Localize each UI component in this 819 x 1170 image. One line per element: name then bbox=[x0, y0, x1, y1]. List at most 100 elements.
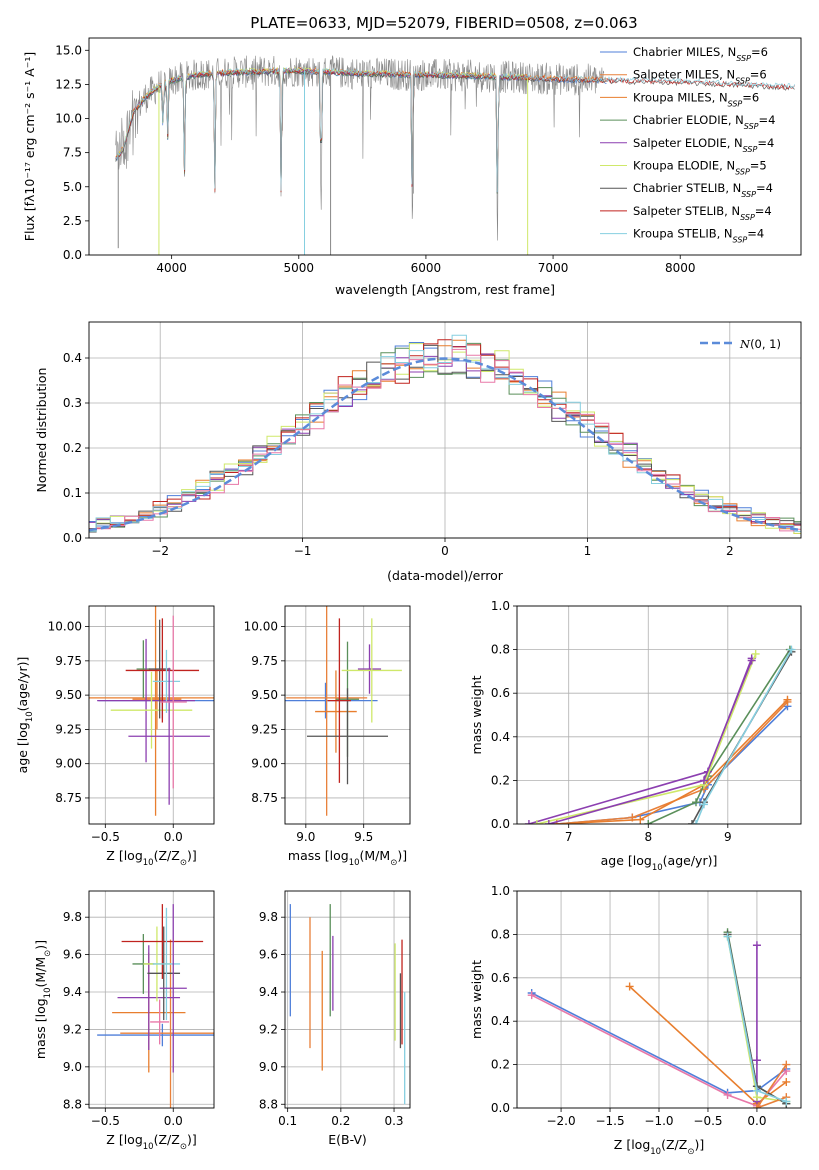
legend-label: Salpeter ELODIE, NSSP=4 bbox=[633, 136, 774, 154]
axes-frame bbox=[516, 890, 802, 1109]
label-part: log bbox=[124, 848, 143, 863]
y-tick-label: 10.00 bbox=[48, 620, 82, 634]
label-part: age [ bbox=[15, 741, 30, 773]
label-part: )] bbox=[187, 1132, 197, 1147]
legend-label: Chabrier MILES, NSSP=6 bbox=[633, 45, 768, 63]
error-bars bbox=[97, 904, 214, 1108]
mass-weight-point-marker bbox=[644, 820, 653, 824]
x-tick-label: 2 bbox=[726, 544, 734, 558]
x-tick-label: −0.5 bbox=[693, 1114, 722, 1128]
legend-label-part: Kroupa ELODIE, N bbox=[633, 159, 735, 173]
y-tick-label: 0.0 bbox=[491, 1101, 510, 1115]
y-tick-label: 2.5 bbox=[63, 214, 82, 228]
label-part: )] bbox=[397, 848, 407, 863]
legend-label-part: Chabrier MILES, N bbox=[633, 45, 736, 59]
label-part: (age/yr)] bbox=[15, 657, 30, 712]
mass-weight-point-marker bbox=[691, 798, 700, 807]
residual-histogram-line bbox=[89, 343, 801, 534]
y-tick-label: 9.50 bbox=[251, 688, 278, 702]
y-tick-label: 0.6 bbox=[491, 686, 510, 700]
y-tick-label: 0.4 bbox=[491, 1014, 510, 1028]
age-vs-mass-panel: 9.0 9.5 8.75 9.00 9.25 9.50 9.75 10.00 mass [log… bbox=[244, 605, 411, 868]
label-subscript: 10 bbox=[143, 1142, 154, 1152]
mass-weight-series-line bbox=[531, 992, 787, 1094]
label-part: (Z/Z bbox=[154, 848, 180, 863]
mass-weight-point-marker bbox=[751, 649, 760, 658]
y-tick-label: 0.8 bbox=[491, 927, 510, 941]
y-tick-label: 9.0 bbox=[63, 1060, 82, 1074]
label-subscript: ⊙ bbox=[687, 1147, 694, 1157]
label-subscript: ⊙ bbox=[180, 1142, 187, 1152]
residuals-x-axis-label: (data-model)/error bbox=[387, 568, 504, 583]
x-tick-label: 9.5 bbox=[354, 830, 373, 844]
x-tick-label: 0.0 bbox=[164, 1114, 183, 1128]
x-tick-label: −1 bbox=[294, 544, 312, 558]
legend-label-part: Kroupa MILES, N bbox=[633, 90, 728, 104]
y-tick-label: 0.0 bbox=[63, 531, 82, 545]
legend-label-part: Kroupa STELIB, N bbox=[633, 227, 733, 241]
mass-vs-ebv-panel: 0.1 0.2 0.3 8.8 9.0 9.2 9.4 9.6 9.8 E(B-V) bbox=[259, 890, 411, 1147]
x-tick-label: 8 bbox=[644, 830, 652, 844]
model-spectrum-line bbox=[115, 66, 795, 193]
label-part: Z [ bbox=[614, 1137, 631, 1152]
y-tick-label: 1.0 bbox=[491, 884, 510, 898]
legend-label: Chabrier STELIB, NSSP=4 bbox=[633, 181, 773, 199]
label-subscript: ⊙ bbox=[43, 950, 53, 957]
label-part: log bbox=[124, 1132, 143, 1147]
label-subscript: ⊙ bbox=[390, 858, 397, 868]
legend-label: Kroupa ELODIE, NSSP=5 bbox=[633, 159, 767, 177]
x-tick-label: −1.5 bbox=[595, 1114, 624, 1128]
y-tick-label: 9.8 bbox=[259, 910, 278, 924]
axes-frame bbox=[516, 605, 802, 825]
mass-weight-vs-z-panel: −2.0 −1.5 −1.0 −0.5 0.0 0.0 0.2 0.4 0.6 0.8 1.0 Z [… bbox=[469, 884, 802, 1157]
mass-weight-point-marker bbox=[752, 1104, 761, 1108]
label-subscript: 10 bbox=[43, 987, 53, 998]
y-tick-label: 9.00 bbox=[251, 757, 278, 771]
y-tick-label: 8.8 bbox=[63, 1097, 82, 1111]
label-part: (M/M bbox=[33, 957, 48, 988]
x-tick-label: 7000 bbox=[538, 261, 569, 275]
mass-weight-point-marker bbox=[787, 645, 796, 654]
y-tick-label: 9.4 bbox=[259, 985, 278, 999]
x-tick-label: 0.2 bbox=[331, 1114, 350, 1128]
legend-label-part: =6 bbox=[742, 90, 759, 104]
label-part: Z [ bbox=[106, 1132, 123, 1147]
legend-label: N(0, 1) bbox=[739, 337, 781, 351]
x-axis-label: age [log10(age/yr)] bbox=[601, 853, 718, 873]
label-part: log bbox=[33, 998, 48, 1017]
x-tick-label: 6000 bbox=[411, 261, 442, 275]
mass-weight-point-marker bbox=[783, 695, 792, 704]
y-tick-label: 9.8 bbox=[63, 910, 82, 924]
y-axis-label: mass weight bbox=[469, 675, 484, 754]
mass-weight-point-marker bbox=[524, 820, 533, 824]
x-tick-label: −2 bbox=[151, 544, 169, 558]
histograms bbox=[89, 334, 801, 534]
legend-label-part: =6 bbox=[751, 45, 768, 59]
legend-label-subscript: SSP bbox=[744, 122, 759, 131]
x-tick-label: 1 bbox=[584, 544, 592, 558]
legend-label-subscript: SSP bbox=[733, 235, 748, 244]
label-subscript: ⊙ bbox=[180, 858, 187, 868]
series-lines bbox=[527, 928, 791, 1108]
y-tick-label: 9.50 bbox=[55, 688, 82, 702]
y-tick-label: 0.3 bbox=[63, 396, 82, 410]
label-subscript: 10 bbox=[25, 711, 35, 722]
legend-label: Chabrier ELODIE, NSSP=4 bbox=[633, 113, 775, 131]
label-part: )] bbox=[33, 940, 48, 950]
legend-label-part: =4 bbox=[759, 113, 776, 127]
y-tick-label: 8.8 bbox=[259, 1097, 278, 1111]
y-tick-label: 9.75 bbox=[55, 654, 82, 668]
axes-frame bbox=[284, 890, 411, 1109]
mass-weight-point-marker bbox=[723, 1090, 732, 1099]
label-part: log bbox=[631, 1137, 650, 1152]
mass-weight-point-marker bbox=[782, 1077, 791, 1086]
legend-label-part: N bbox=[739, 337, 751, 351]
spectrum-lines bbox=[115, 55, 795, 255]
y-tick-label: 10.00 bbox=[244, 620, 278, 634]
y-tick-label: 9.00 bbox=[55, 757, 82, 771]
x-axis-label: Z [log10(Z/Z⊙)] bbox=[106, 1132, 196, 1152]
spectrum-panel: 4000 5000 6000 7000 8000 0.0 2.5 5.0 7.5 10.0 12.5… bbox=[22, 37, 802, 297]
label-subscript: 10 bbox=[650, 1147, 661, 1157]
x-tick-label: −1.0 bbox=[644, 1114, 673, 1128]
label-part: (M/M bbox=[360, 848, 391, 863]
